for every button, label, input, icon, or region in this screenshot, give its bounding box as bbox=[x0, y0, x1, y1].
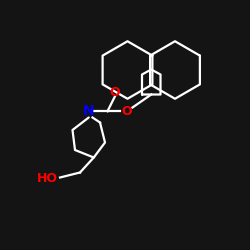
Text: O: O bbox=[110, 86, 120, 99]
Text: N: N bbox=[83, 104, 94, 118]
Text: O: O bbox=[121, 105, 132, 118]
Text: HO: HO bbox=[37, 172, 58, 185]
